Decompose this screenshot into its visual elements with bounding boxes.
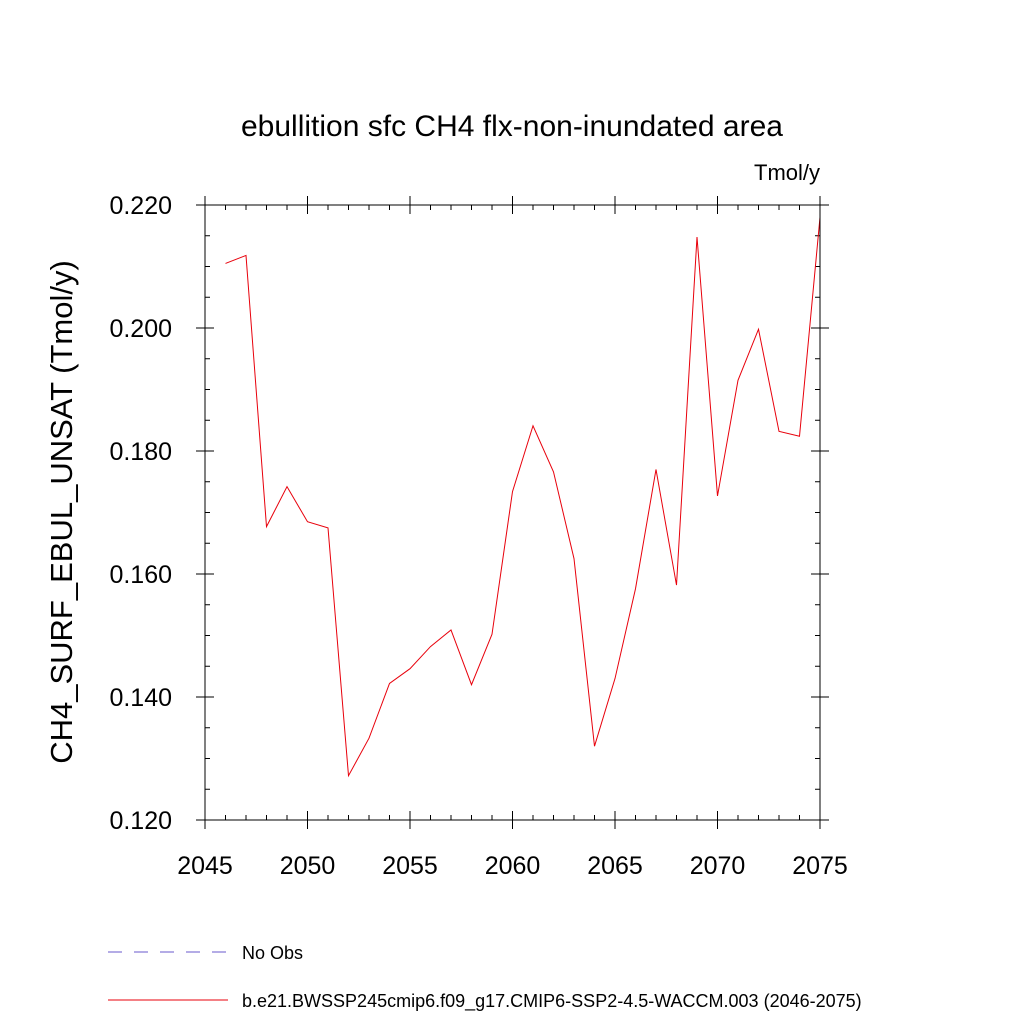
units-label: Tmol/y — [754, 160, 820, 185]
x-tick-label: 2050 — [280, 852, 336, 880]
y-tick-labels: 0.120 0.140 0.160 0.180 0.200 0.220 — [109, 192, 172, 835]
y-tick-label: 0.180 — [109, 438, 172, 466]
y-tick-label: 0.120 — [109, 807, 172, 835]
x-tick-label: 2045 — [177, 852, 233, 880]
x-tick-label: 2075 — [792, 852, 848, 880]
chart-title: ebullition sfc CH4 flx-non-inundated are… — [241, 110, 783, 143]
legend: No Obs b.e21.BWSSP245cmip6.f09_g17.CMIP6… — [108, 943, 862, 1012]
x-tick-label: 2070 — [690, 852, 746, 880]
legend-label-no-obs: No Obs — [242, 943, 303, 963]
y-tick-label: 0.160 — [109, 561, 172, 589]
axis-ticks — [196, 196, 829, 829]
legend-label-waccm: b.e21.BWSSP245cmip6.f09_g17.CMIP6-SSP2-4… — [242, 991, 862, 1012]
y-tick-label: 0.220 — [109, 192, 172, 220]
x-tick-labels: 2045 2050 2055 2060 2065 2070 2075 — [177, 852, 848, 880]
plot-frame — [204, 204, 821, 821]
x-tick-label: 2065 — [587, 852, 643, 880]
series-layer — [225, 217, 821, 778]
x-tick-label: 2055 — [382, 852, 438, 880]
x-tick-label: 2060 — [485, 852, 541, 880]
y-tick-label: 0.200 — [109, 315, 172, 343]
series-line — [225, 217, 821, 778]
y-axis-label: CH4_SURF_EBUL_UNSAT (Tmol/y) — [44, 260, 79, 764]
y-tick-label: 0.140 — [109, 684, 172, 712]
